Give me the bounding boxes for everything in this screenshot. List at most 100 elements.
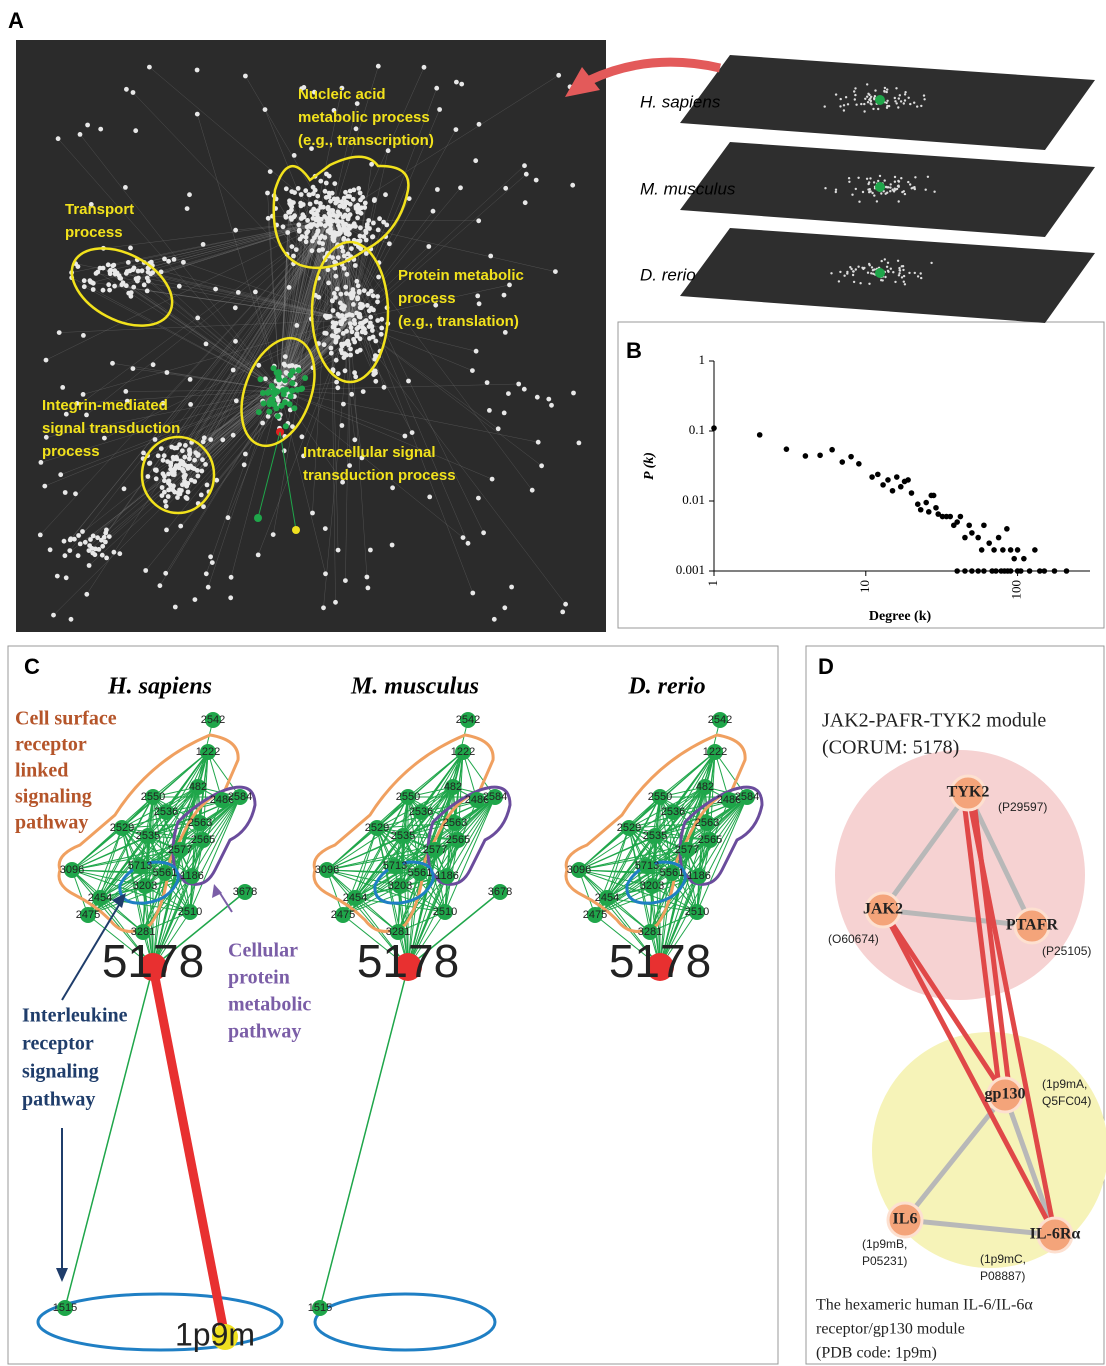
network-node bbox=[84, 591, 90, 597]
gene-node bbox=[172, 842, 188, 858]
gene-node bbox=[392, 878, 408, 894]
network-edge bbox=[279, 389, 493, 480]
network-node bbox=[85, 122, 90, 128]
network-node bbox=[373, 338, 379, 344]
protein-id: P08887) bbox=[980, 1269, 1025, 1283]
region-label: signal transduction bbox=[42, 420, 180, 437]
plane-node bbox=[834, 188, 838, 191]
gene-label: 2584 bbox=[735, 791, 759, 803]
data-point bbox=[939, 513, 946, 520]
network-node bbox=[358, 305, 364, 311]
gene-node bbox=[114, 820, 130, 836]
plane-node bbox=[902, 268, 905, 272]
network-edge bbox=[152, 875, 193, 968]
network-node bbox=[230, 432, 236, 438]
gene-label: 2529 bbox=[110, 822, 134, 834]
interaction-edge bbox=[904, 1217, 1056, 1238]
network-node bbox=[460, 535, 466, 540]
data-point bbox=[880, 482, 886, 488]
network-edge bbox=[206, 219, 331, 574]
gene-label: 2475 bbox=[583, 909, 607, 921]
network-node bbox=[359, 329, 365, 335]
gene-node bbox=[132, 858, 148, 874]
plane-node bbox=[907, 96, 910, 100]
region-label: process bbox=[65, 224, 123, 241]
gene-node bbox=[312, 1300, 328, 1316]
gene-label: 2529 bbox=[617, 822, 641, 834]
network-node bbox=[357, 238, 363, 244]
pathway-annotation: linked bbox=[15, 760, 68, 782]
plane-node bbox=[883, 179, 886, 182]
network-edge bbox=[606, 897, 651, 933]
plane-node bbox=[859, 282, 862, 285]
network-node bbox=[347, 321, 353, 326]
network-node bbox=[101, 534, 107, 540]
arrowhead bbox=[212, 884, 222, 898]
network-node bbox=[402, 433, 408, 439]
network-node bbox=[180, 448, 185, 454]
network-node bbox=[488, 253, 494, 259]
network-edge bbox=[654, 822, 708, 837]
network-node bbox=[348, 346, 353, 352]
interaction-edge bbox=[903, 1093, 1007, 1222]
plane-node bbox=[897, 200, 900, 203]
gene-label: 5713 bbox=[383, 860, 407, 872]
plane-node bbox=[885, 101, 888, 105]
data-point bbox=[856, 460, 862, 467]
gene-node bbox=[679, 842, 695, 858]
module-edge bbox=[279, 431, 297, 531]
interaction-edge bbox=[965, 791, 1035, 928]
network-node bbox=[243, 73, 248, 79]
network-node bbox=[194, 111, 200, 117]
network-edge bbox=[71, 786, 199, 871]
gene-node bbox=[721, 792, 737, 808]
plane-node bbox=[842, 104, 846, 107]
network-node bbox=[185, 481, 191, 486]
network-edge bbox=[326, 827, 378, 871]
network-node bbox=[67, 537, 73, 543]
network-node bbox=[343, 284, 349, 290]
plane-node bbox=[893, 96, 896, 100]
protein-node bbox=[986, 1076, 1024, 1114]
gene-node bbox=[205, 712, 221, 728]
network-node bbox=[315, 193, 321, 199]
network-edge bbox=[147, 822, 201, 837]
network-node bbox=[187, 377, 193, 382]
network-node bbox=[203, 462, 208, 467]
network-edge bbox=[152, 811, 167, 968]
network-edge bbox=[86, 219, 331, 416]
orthology-edge bbox=[148, 966, 230, 1338]
gene-node bbox=[140, 828, 156, 844]
network-edge bbox=[152, 839, 204, 968]
panel-label: D bbox=[818, 654, 834, 679]
data-point bbox=[986, 540, 992, 546]
network-node bbox=[383, 192, 388, 198]
network-node bbox=[62, 490, 68, 495]
module-node bbox=[289, 387, 295, 394]
network-edge bbox=[659, 796, 711, 841]
network-node bbox=[553, 269, 558, 274]
network-node bbox=[523, 171, 529, 177]
network-node bbox=[549, 402, 554, 408]
network-node bbox=[185, 489, 191, 495]
network-node bbox=[175, 495, 180, 500]
gene-label: 3281 bbox=[638, 926, 662, 938]
network-edge bbox=[152, 796, 204, 841]
network-node bbox=[73, 491, 78, 497]
protein-node bbox=[1036, 1216, 1074, 1254]
network-node bbox=[124, 398, 130, 404]
network-node bbox=[332, 181, 338, 187]
network-node bbox=[130, 366, 136, 371]
network-node bbox=[199, 468, 205, 474]
plane-node bbox=[889, 267, 892, 270]
gene-node bbox=[135, 924, 151, 940]
network-node bbox=[335, 209, 341, 215]
network-edge bbox=[183, 219, 331, 472]
network-node bbox=[150, 270, 156, 275]
network-edge bbox=[144, 786, 199, 887]
network-node bbox=[342, 212, 348, 218]
network-edge bbox=[279, 381, 337, 391]
network-edge bbox=[349, 284, 510, 321]
network-node bbox=[331, 291, 337, 296]
plane-node bbox=[885, 265, 889, 268]
